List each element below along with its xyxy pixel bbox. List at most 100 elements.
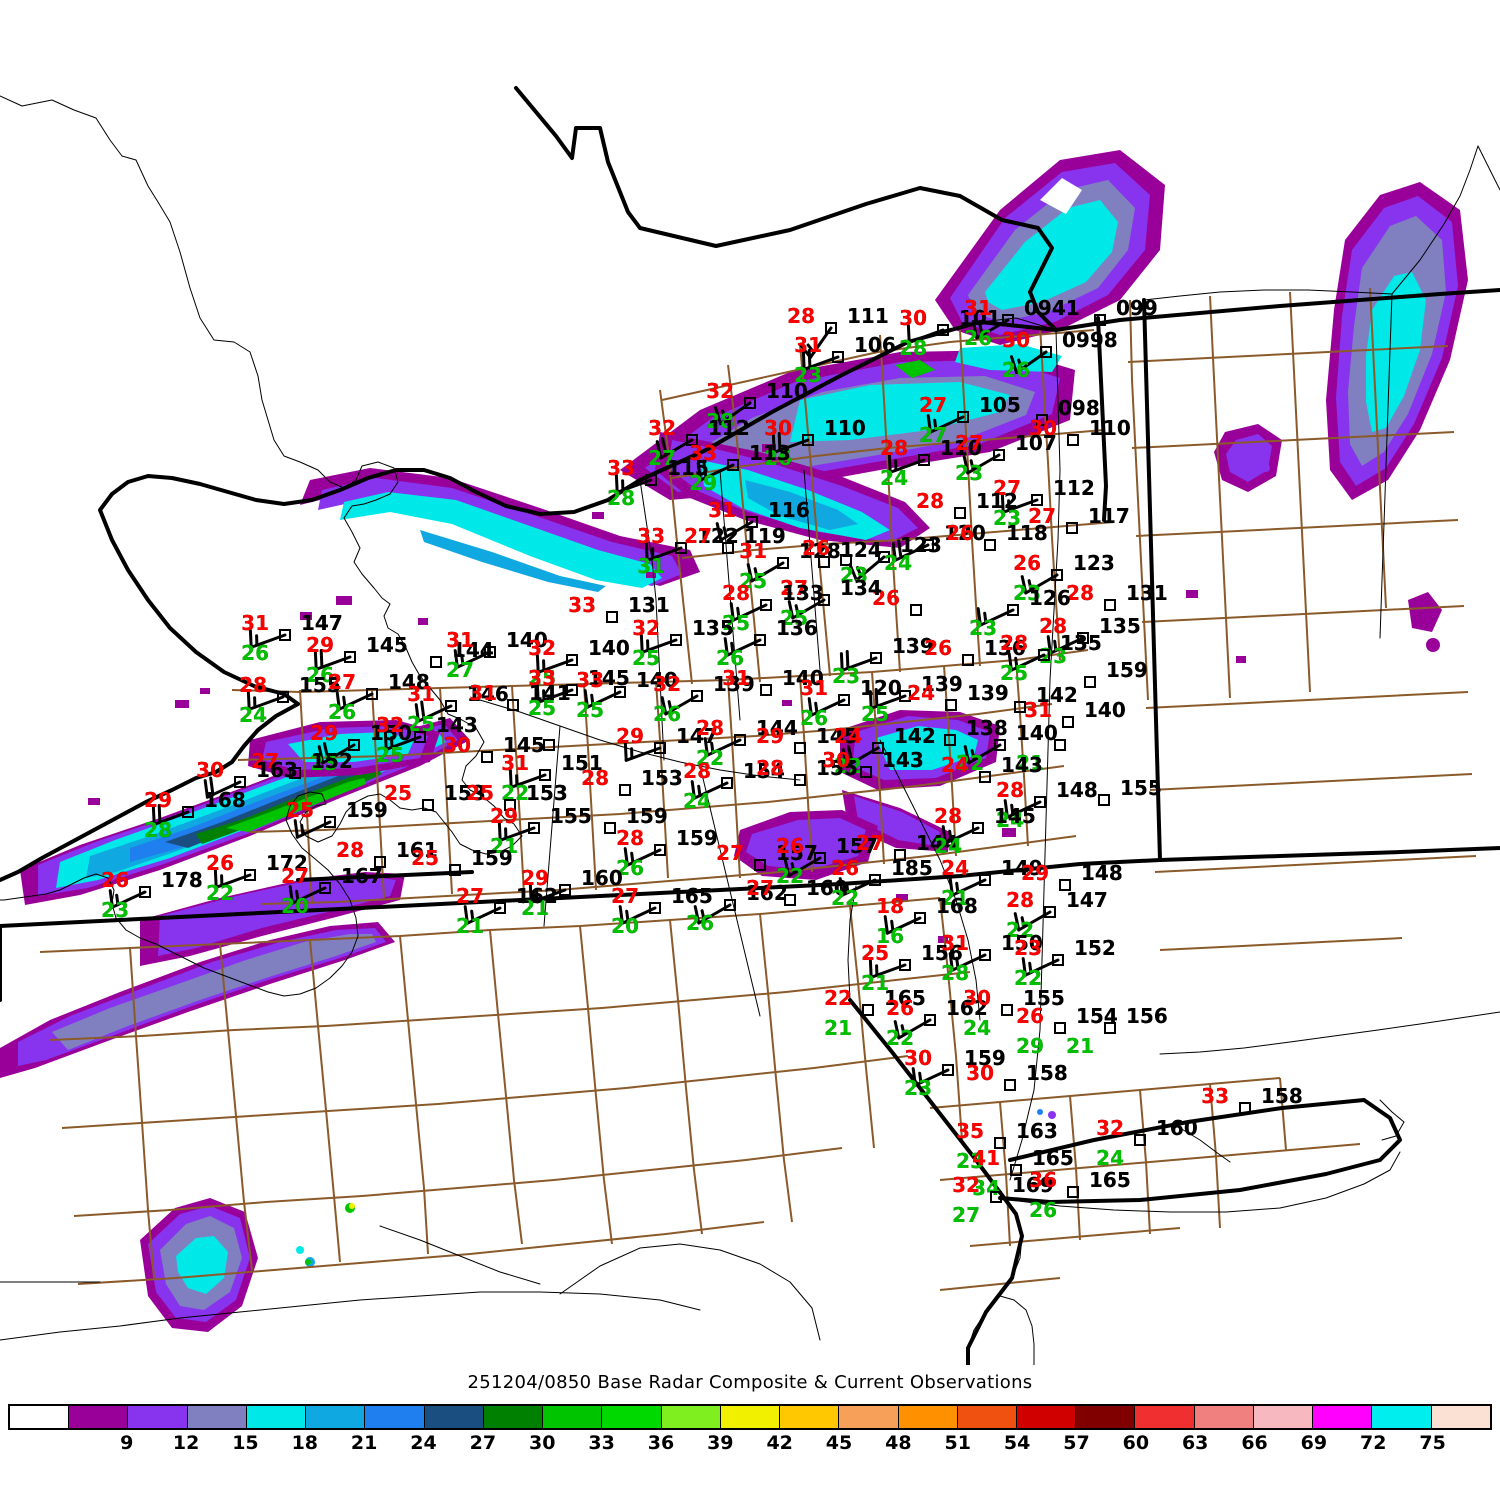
station-symbol-icon xyxy=(430,656,442,668)
colorbar-tick: 39 xyxy=(707,1432,734,1454)
station-symbol-icon xyxy=(1034,796,1046,808)
station-symbol-icon xyxy=(559,884,571,896)
station-pressure: 148 xyxy=(388,670,430,694)
station-temperature: 25 xyxy=(286,798,314,822)
colorbar-cell-8 xyxy=(483,1406,544,1428)
station-pressure: 110 xyxy=(766,379,808,403)
station-temperature: 32 xyxy=(1096,1116,1124,1140)
radar-map-canvas[interactable]: 28 111 31 23 106 30 28 101 31 26 0941 30 26 0998 099 27… xyxy=(0,0,1500,1365)
station-pressure: 139 xyxy=(713,672,755,696)
station-temperature: 33 xyxy=(568,593,596,617)
station-pressure: 117 xyxy=(1088,504,1130,528)
station-pressure: 116 xyxy=(768,498,810,522)
station-dewpoint: 23 xyxy=(1039,644,1067,668)
station-symbol-icon xyxy=(543,739,555,751)
station-temperature: 26 xyxy=(831,856,859,880)
station-pressure: 163 xyxy=(256,758,298,782)
station-temperature: 28 xyxy=(616,826,644,850)
station-dewpoint: 25 xyxy=(632,646,660,670)
station-dewpoint: 23 xyxy=(955,461,983,485)
station-pressure: 145 xyxy=(816,724,858,748)
station-symbol-icon xyxy=(1134,1134,1146,1146)
station-temperature: 27 xyxy=(1028,504,1056,528)
station-symbol-icon xyxy=(234,776,246,788)
station-pressure: 112 xyxy=(1053,476,1095,500)
station-pressure: 140 xyxy=(636,668,678,692)
station-symbol-icon xyxy=(484,646,496,658)
station-dewpoint: 22 xyxy=(1014,966,1042,990)
station-dewpoint: 16 xyxy=(876,924,904,948)
echo-vermont xyxy=(1326,182,1468,500)
station-symbol-icon xyxy=(814,852,826,864)
station-symbol-icon xyxy=(744,397,756,409)
station-temperature: 31 xyxy=(1024,698,1052,722)
station-pressure: 143 xyxy=(882,748,924,772)
station-symbol-icon xyxy=(645,474,657,486)
station-temperature: 33 xyxy=(576,668,604,692)
station-pressure: 150 xyxy=(370,721,412,745)
station-pressure: 168 xyxy=(936,894,978,918)
station-pressure: 099 xyxy=(1116,296,1158,320)
station-dewpoint: 27 xyxy=(919,423,947,447)
station-pressure: 0941 xyxy=(1024,296,1080,320)
station-pressure: 136 xyxy=(776,616,818,640)
station-dewpoint: 22 xyxy=(834,754,862,778)
station-pressure: 185 xyxy=(891,856,933,880)
station-symbol-icon xyxy=(1098,794,1110,806)
station-temperature: 22 xyxy=(824,986,852,1010)
station-symbol-icon xyxy=(1002,314,1014,326)
station-dewpoint: 23 xyxy=(904,1076,932,1100)
station-symbol-icon xyxy=(1054,739,1066,751)
station-pressure: 107 xyxy=(1015,431,1057,455)
station-symbol-icon xyxy=(1007,604,1019,616)
station-symbol-icon xyxy=(619,784,631,796)
station-symbol-icon xyxy=(507,699,519,711)
colorbar-tick: 72 xyxy=(1360,1432,1387,1454)
station-pressure: 169 xyxy=(1012,1173,1054,1197)
station-dewpoint: 26 xyxy=(686,911,714,935)
station-symbol-icon xyxy=(686,434,698,446)
station-symbol-icon xyxy=(649,902,661,914)
colorbar-cell-20 xyxy=(1194,1406,1254,1428)
station-symbol-icon xyxy=(1001,1004,1013,1016)
station-pressure: 152 xyxy=(311,749,353,773)
station-temperature: 28 xyxy=(581,766,609,790)
station-temperature: 25 xyxy=(466,781,494,805)
echo-specks xyxy=(88,444,1246,943)
station-pressure: 178 xyxy=(161,868,203,892)
station-pressure: 153 xyxy=(641,766,683,790)
station-pressure: 163 xyxy=(1016,1119,1058,1143)
station-pressure: 155 xyxy=(1023,986,1065,1010)
station-temperature: 30 xyxy=(196,758,224,782)
colorbar-cell-14 xyxy=(839,1406,899,1428)
station-symbol-icon xyxy=(860,766,872,778)
station-dewpoint: 25 xyxy=(576,698,604,722)
echo-lake-ontario-band xyxy=(300,468,700,592)
colorbar-tick: 12 xyxy=(172,1432,200,1454)
colorbar-cell-2 xyxy=(128,1406,188,1428)
colorbar-tick: 57 xyxy=(1063,1432,1090,1454)
station-temperature: 29 xyxy=(306,633,334,657)
station-dewpoint: 22 xyxy=(696,746,724,770)
station-temperature: 30 xyxy=(966,1061,994,1085)
station-symbol-icon xyxy=(414,731,426,743)
station-symbol-icon xyxy=(348,739,360,751)
station-dewpoint: 26 xyxy=(764,446,792,470)
station-pressure: 159 xyxy=(964,1046,1006,1070)
station-temperature: 25 xyxy=(384,781,412,805)
station-temperature: 27 xyxy=(281,864,309,888)
station-dewpoint: 22 xyxy=(776,864,804,888)
station-pressure: 131 xyxy=(628,593,670,617)
station-temperature: 32 xyxy=(376,713,404,737)
colorbar-cell-10 xyxy=(602,1406,662,1428)
station-symbol-icon xyxy=(449,864,461,876)
station-temperature: 24 xyxy=(907,681,935,705)
state-border-emphasis xyxy=(0,86,1500,1365)
station-temperature: 23 xyxy=(1014,936,1042,960)
colorbar-cell-6 xyxy=(365,1406,425,1428)
station-symbol-icon xyxy=(924,1014,936,1026)
station-pressure: 160 xyxy=(1156,1116,1198,1140)
map-title: 251204/0850 Base Radar Composite & Curre… xyxy=(467,1372,1033,1393)
station-symbol-icon xyxy=(910,604,922,616)
station-dewpoint: 23 xyxy=(956,1149,984,1173)
